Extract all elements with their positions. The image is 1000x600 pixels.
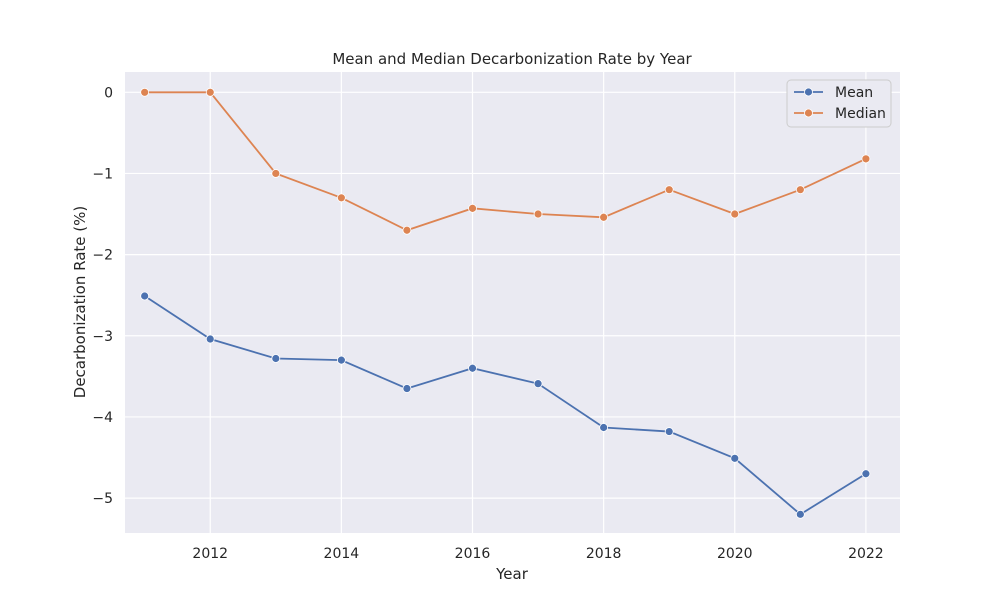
- series-line-mean: [144, 295, 867, 516]
- data-point-median: [205, 87, 215, 97]
- y-axis-title: Decarbonization Rate (%): [71, 206, 89, 398]
- series-layer: [140, 87, 871, 519]
- data-point-median: [468, 203, 477, 213]
- data-point-mean: [271, 354, 281, 363]
- x-tick-label: 2016: [455, 546, 491, 562]
- data-point-mean: [205, 334, 215, 344]
- y-tick-label: −2: [92, 248, 113, 264]
- y-tick-label: −4: [92, 410, 113, 426]
- x-tick-label: 2012: [192, 546, 228, 562]
- y-tick-label: −3: [92, 329, 113, 345]
- data-point-mean: [140, 291, 150, 301]
- data-point-median: [730, 209, 740, 219]
- data-point-median: [599, 212, 609, 222]
- x-tick-label: 2020: [717, 546, 753, 562]
- legend-marker-mean: [804, 87, 813, 97]
- y-tick-label: −1: [92, 166, 113, 182]
- x-axis-title: Year: [495, 565, 529, 583]
- data-point-mean: [730, 453, 740, 463]
- data-point-mean: [533, 379, 543, 389]
- data-point-median: [533, 209, 543, 219]
- legend-label-median: Median: [835, 106, 886, 122]
- data-point-mean: [664, 427, 674, 436]
- x-tick-label: 2022: [848, 546, 884, 562]
- grid-lines: [125, 72, 900, 533]
- plot-area: [125, 72, 900, 533]
- y-tick-labels: 0 −1 −2 −3 −4 −5: [92, 85, 113, 507]
- data-point-mean: [795, 509, 805, 519]
- data-point-mean: [336, 355, 346, 365]
- data-point-median: [336, 193, 346, 203]
- legend-label-mean: Mean: [835, 85, 873, 101]
- y-tick-label: −5: [92, 491, 113, 507]
- data-point-median: [140, 87, 150, 97]
- data-point-mean: [599, 423, 609, 432]
- x-tick-label: 2018: [586, 546, 622, 562]
- data-point-median: [795, 185, 805, 195]
- data-point-mean: [402, 384, 412, 393]
- data-point-median: [664, 185, 674, 195]
- data-point-median: [402, 225, 412, 235]
- series-mean: [140, 291, 871, 519]
- x-tick-labels: 2012 2014 2016 2018 2020 2022: [192, 546, 883, 562]
- series-median: [140, 87, 871, 235]
- legend-marker-median: [804, 108, 813, 118]
- data-point-median: [861, 154, 871, 164]
- data-point-median: [271, 169, 281, 178]
- data-point-mean: [468, 363, 477, 373]
- data-point-mean: [861, 469, 871, 479]
- legend: Mean Median: [786, 79, 892, 128]
- chart-title: Mean and Median Decarbonization Rate by …: [332, 50, 692, 68]
- y-tick-label: 0: [104, 85, 113, 101]
- series-line-median: [144, 91, 867, 232]
- x-tick-label: 2014: [324, 546, 360, 562]
